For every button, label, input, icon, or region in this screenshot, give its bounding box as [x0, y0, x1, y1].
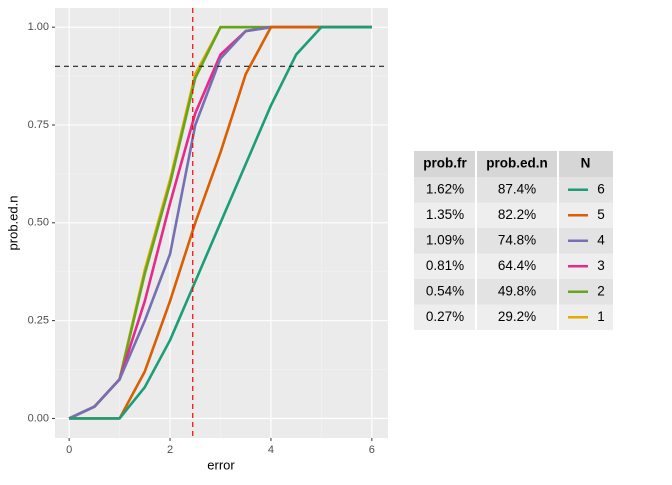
x-tick-label: 0 — [66, 444, 72, 456]
table-cell: 87.4% — [498, 181, 536, 196]
y-tick-label: 0.50 — [28, 217, 49, 229]
x-tick-label: 2 — [167, 444, 173, 456]
table-header-cell: prob.fr — [423, 156, 467, 171]
x-tick-label: 6 — [369, 444, 375, 456]
x-tick-label: 4 — [268, 444, 274, 456]
table-cell: 1.62% — [426, 181, 464, 196]
table-header-cell: N — [581, 156, 591, 171]
legend-label: 4 — [597, 232, 605, 247]
legend-label: 6 — [597, 181, 605, 196]
table-cell: 0.27% — [426, 309, 464, 324]
y-axis-title: prob.ed.n — [5, 196, 20, 251]
legend-label: 3 — [597, 258, 605, 273]
legend-label: 2 — [597, 283, 605, 298]
table-cell: 1.09% — [426, 232, 464, 247]
table-header-cell: prob.ed.n — [486, 156, 548, 171]
legend-label: 5 — [597, 207, 605, 222]
table-cell: 1.35% — [426, 207, 464, 222]
legend-label: 1 — [597, 309, 605, 324]
table-cell: 0.54% — [426, 283, 464, 298]
table-cell: 82.2% — [498, 207, 536, 222]
table-header — [414, 151, 613, 177]
x-axis-title: error — [207, 457, 235, 472]
y-tick-label: 0.25 — [28, 315, 49, 327]
table-cell: 0.81% — [426, 258, 464, 273]
table-cell: 64.4% — [498, 258, 536, 273]
y-tick-label: 0.75 — [28, 119, 49, 131]
y-tick-label: 1.00 — [28, 21, 49, 33]
table-cell: 29.2% — [498, 309, 536, 324]
table-cell: 49.8% — [498, 283, 536, 298]
series-line — [69, 25, 372, 420]
table-cell: 74.8% — [498, 232, 536, 247]
y-tick-label: 0.00 — [28, 412, 49, 424]
